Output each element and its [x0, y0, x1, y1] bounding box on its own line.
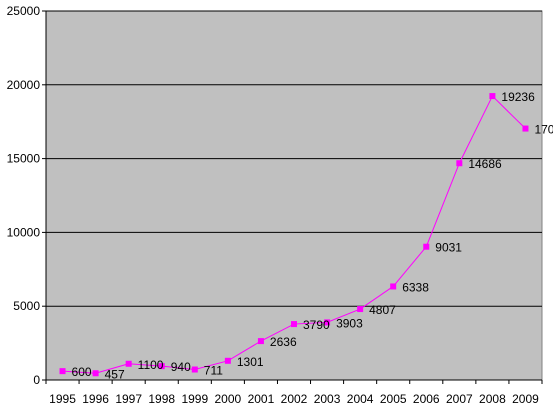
data-label: 4807 — [369, 303, 396, 317]
x-tick-label: 2005 — [380, 392, 407, 406]
data-point — [125, 360, 132, 367]
data-label: 9031 — [435, 241, 462, 255]
x-tick-label: 1996 — [82, 392, 109, 406]
data-label: 940 — [171, 360, 191, 374]
x-axis: 1995 1996 1997 1998 1999 2000 2001 2002 2003 2004… — [45, 379, 543, 406]
data-label: 17036 — [534, 123, 553, 137]
x-tick-label: 2000 — [215, 392, 242, 406]
data-point — [224, 357, 231, 364]
data-point — [291, 321, 297, 328]
y-tick-label: 25000 — [7, 4, 41, 18]
x-tick-label: 2008 — [479, 392, 506, 406]
y-tick-label: 20000 — [7, 78, 41, 92]
data-label: 6338 — [402, 280, 429, 294]
data-label: 600 — [72, 365, 92, 379]
x-tick-label: 1998 — [148, 392, 175, 406]
x-tick-label: 2007 — [446, 392, 473, 406]
x-tick-label: 2002 — [281, 392, 308, 406]
data-point — [92, 370, 99, 377]
x-tick-label: 2003 — [314, 392, 341, 406]
data-label: 711 — [204, 364, 223, 378]
data-point — [158, 363, 165, 370]
data-point — [59, 368, 66, 375]
data-point — [423, 243, 430, 250]
data-label: 3903 — [336, 316, 363, 330]
plot-area — [45, 10, 543, 381]
data-label: 457 — [105, 367, 125, 381]
data-label: 19236 — [501, 90, 535, 104]
data-label: 2636 — [270, 335, 297, 349]
series — [59, 93, 529, 377]
data-label: 1301 — [237, 355, 264, 369]
x-tick-label: 2006 — [413, 392, 440, 406]
x-tick-label: 1995 — [49, 392, 76, 406]
data-point — [456, 160, 463, 167]
y-tick-label: 0 — [33, 373, 40, 387]
data-label: 3790 — [303, 318, 330, 332]
gridlines — [46, 10, 542, 307]
data-point — [489, 93, 496, 100]
data-point — [191, 366, 198, 373]
y-axis: 0 5000 10000 15000 20000 25000 — [7, 4, 47, 387]
data-label: 14686 — [468, 157, 502, 171]
x-tick-label: 2004 — [347, 392, 374, 406]
data-point — [522, 125, 529, 132]
plot-background — [45, 10, 543, 381]
y-tick-label: 5000 — [13, 299, 40, 313]
data-point — [324, 319, 331, 326]
data-point — [390, 283, 397, 290]
data-point — [357, 306, 364, 313]
x-tick-label: 2009 — [512, 392, 539, 406]
data-labels: 600 457 1100 940 711 1301 2636 3790 3903 4807 6338… — [72, 90, 553, 381]
x-tick-label: 1999 — [181, 392, 208, 406]
y-tick-label: 15000 — [7, 152, 41, 166]
y-tick-label: 10000 — [7, 225, 41, 239]
data-label: 1100 — [138, 358, 164, 372]
x-tick-label: 1997 — [115, 392, 142, 406]
data-point — [257, 338, 264, 345]
x-tick-label: 2001 — [248, 392, 275, 406]
